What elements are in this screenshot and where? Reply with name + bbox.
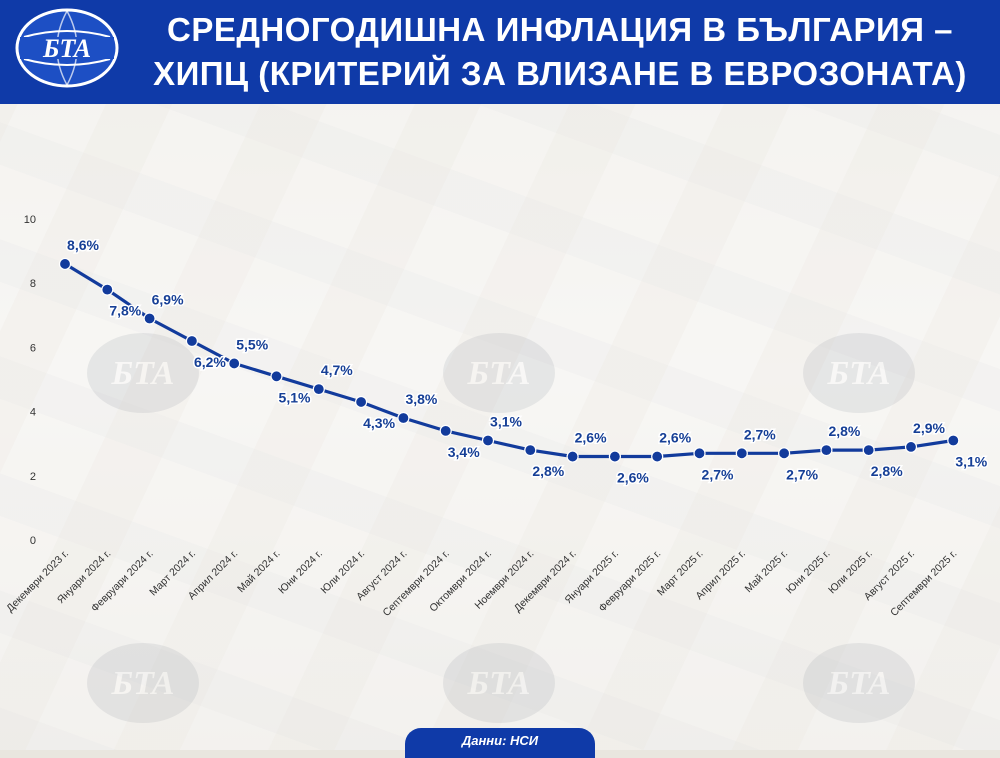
data-label: 3,1% — [955, 453, 987, 469]
data-label: 6,9% — [152, 292, 184, 308]
svg-text:БТА: БТА — [111, 665, 175, 702]
y-tick-label: 8 — [30, 278, 36, 290]
data-point — [904, 440, 918, 454]
data-point — [143, 312, 156, 325]
data-label: 2,8% — [871, 463, 903, 479]
data-label: 5,1% — [279, 389, 311, 405]
x-tick-label: Юни 2025 г. — [784, 548, 833, 597]
data-label: 2,8% — [828, 423, 860, 439]
svg-text:БТА: БТА — [467, 665, 531, 702]
data-label: 2,7% — [744, 426, 776, 442]
data-label: 8,6% — [67, 237, 99, 253]
watermark-logo: БТА — [84, 330, 202, 416]
data-point — [862, 444, 875, 457]
data-label: 3,8% — [405, 391, 437, 407]
data-point — [355, 395, 368, 409]
svg-text:БТА: БТА — [827, 665, 891, 702]
x-tick-label: Юни 2024 г. — [276, 548, 325, 597]
svg-text:БТА: БТА — [42, 34, 91, 63]
data-point — [651, 450, 664, 463]
source-note: Данни: НСИ — [405, 728, 595, 758]
data-point — [312, 383, 325, 396]
y-tick-label: 0 — [30, 535, 36, 547]
data-point — [947, 434, 960, 447]
data-point — [566, 450, 579, 463]
data-point — [820, 444, 833, 457]
y-tick-label: 2 — [30, 471, 36, 483]
data-label: 2,6% — [617, 470, 649, 486]
data-label: 3,4% — [448, 444, 480, 460]
data-point — [481, 434, 495, 447]
data-label: 2,7% — [702, 466, 734, 482]
data-point — [608, 450, 622, 463]
header-bar: БТА СРЕДНОГОДИШНА ИНФЛАЦИЯ В БЪЛГАРИЯ – … — [0, 0, 1000, 104]
data-label: 4,7% — [321, 362, 353, 378]
data-point — [185, 334, 198, 348]
bta-logo: БТА — [14, 7, 120, 89]
watermark-logo: БТА — [800, 330, 918, 416]
title-line-1: СРЕДНОГОДИШНА ИНФЛАЦИЯ В БЪЛГАРИЯ – — [167, 11, 953, 48]
y-tick-label: 6 — [30, 342, 36, 354]
data-label: 2,7% — [786, 466, 818, 482]
data-label: 6,2% — [194, 354, 226, 370]
data-point — [397, 411, 410, 425]
svg-text:БТА: БТА — [111, 355, 175, 392]
series-line — [63, 262, 955, 459]
svg-text:БТА: БТА — [827, 355, 891, 392]
y-tick-label: 4 — [30, 407, 36, 419]
data-point — [735, 447, 748, 460]
page-title: СРЕДНОГОДИШНА ИНФЛАЦИЯ В БЪЛГАРИЯ – ХИПЦ… — [130, 8, 990, 96]
data-point — [777, 447, 791, 460]
data-point — [228, 357, 241, 370]
data-point — [439, 424, 452, 437]
svg-text:БТА: БТА — [467, 355, 531, 392]
line-chart: 0 2 4 6 8 10 8,6% 7,8% 6,9% 6,2% 5,5% 5,1% 4,7% 4,3% 3… — [4, 214, 989, 619]
data-point — [270, 370, 283, 383]
data-label: 2,6% — [659, 430, 691, 446]
data-label: 7,8% — [109, 303, 141, 319]
watermark-logo: БТА — [440, 640, 558, 726]
data-point — [524, 444, 537, 457]
watermark-logo: БТА — [84, 640, 202, 726]
watermark-logo: БТА — [440, 330, 558, 416]
data-label: 3,1% — [490, 413, 522, 429]
title-line-2: ХИПЦ (КРИТЕРИЙ ЗА ВЛИЗАНЕ В ЕВРОЗОНАТА) — [153, 55, 967, 92]
data-point — [101, 283, 114, 296]
y-tick-label: 10 — [24, 214, 36, 226]
data-point — [58, 257, 72, 271]
data-label: 2,9% — [913, 420, 945, 436]
background-veil — [0, 104, 1000, 750]
data-label: 5,5% — [236, 336, 268, 352]
data-point — [693, 447, 706, 460]
data-label: 2,6% — [575, 430, 607, 446]
data-label: 4,3% — [363, 415, 395, 431]
watermark-logo: БТА — [800, 640, 918, 726]
data-label: 2,8% — [532, 463, 564, 479]
